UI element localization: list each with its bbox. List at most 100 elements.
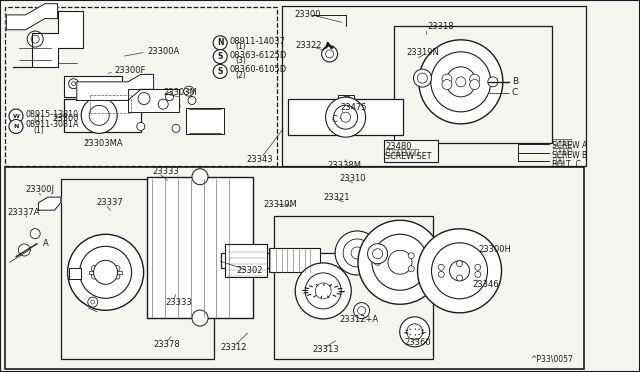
Text: (2): (2) [236, 71, 246, 80]
Text: 23303MA: 23303MA [83, 139, 123, 148]
Circle shape [407, 324, 423, 340]
Text: 23300H: 23300H [479, 246, 511, 254]
Circle shape [333, 105, 358, 129]
Circle shape [488, 77, 498, 87]
Text: 23318: 23318 [428, 22, 454, 31]
Circle shape [114, 266, 120, 272]
Circle shape [9, 109, 23, 123]
Text: 08360-6105D: 08360-6105D [229, 65, 286, 74]
Bar [64, 76, 122, 97]
Circle shape [93, 260, 118, 284]
Circle shape [83, 86, 90, 94]
Text: C: C [332, 115, 337, 124]
Text: スクリューセット: スクリューセット [385, 148, 419, 155]
Bar [384, 140, 438, 162]
Circle shape [374, 259, 381, 265]
Circle shape [28, 31, 44, 47]
Bar [282, 6, 586, 166]
Text: 23337A: 23337A [8, 208, 40, 217]
Circle shape [419, 40, 503, 124]
Text: 08915-13810: 08915-13810 [26, 110, 79, 119]
Circle shape [137, 100, 145, 108]
Text: 23312+A: 23312+A [339, 315, 378, 324]
Circle shape [326, 50, 333, 58]
Text: 23360: 23360 [404, 339, 431, 347]
Bar [89, 270, 99, 274]
Text: N: N [13, 124, 19, 129]
Text: W: W [13, 113, 19, 119]
Text: スクリュー: スクリュー [552, 138, 572, 145]
Circle shape [188, 96, 196, 105]
Circle shape [408, 266, 414, 272]
Text: N: N [217, 38, 223, 47]
Circle shape [9, 119, 23, 134]
Bar [186, 108, 224, 134]
Circle shape [92, 273, 97, 279]
Text: 23319N: 23319N [406, 48, 439, 57]
Text: 23322: 23322 [296, 41, 322, 50]
Circle shape [340, 112, 351, 122]
Circle shape [326, 97, 365, 137]
Bar [288, 99, 403, 135]
Bar [100, 275, 111, 278]
Circle shape [351, 247, 363, 259]
Circle shape [358, 307, 365, 315]
Bar [338, 95, 354, 108]
Circle shape [81, 97, 117, 133]
Circle shape [417, 229, 502, 313]
Circle shape [315, 283, 332, 299]
Circle shape [388, 250, 412, 274]
Text: (1): (1) [33, 115, 44, 124]
Text: 23300: 23300 [294, 10, 321, 19]
Circle shape [305, 273, 341, 309]
Circle shape [91, 300, 95, 304]
Text: 23310: 23310 [339, 174, 365, 183]
Circle shape [89, 105, 109, 125]
Circle shape [30, 229, 40, 238]
Circle shape [295, 263, 351, 319]
Text: 23300J: 23300J [26, 185, 54, 194]
Bar [221, 253, 464, 268]
Circle shape [431, 52, 491, 112]
Circle shape [321, 46, 338, 62]
Circle shape [68, 79, 79, 89]
Bar [147, 177, 253, 318]
Circle shape [213, 49, 227, 64]
Text: 23300F: 23300F [114, 66, 145, 75]
Circle shape [19, 244, 30, 256]
Bar [342, 110, 354, 120]
Circle shape [188, 119, 196, 127]
Text: BOLT  C: BOLT C [552, 160, 581, 169]
Circle shape [187, 89, 191, 93]
Circle shape [372, 234, 428, 290]
Text: 23378: 23378 [154, 340, 180, 349]
Text: 08363-6125D: 08363-6125D [229, 51, 287, 60]
Circle shape [442, 80, 452, 90]
Circle shape [475, 264, 481, 270]
Text: 08911-3081A: 08911-3081A [26, 121, 79, 129]
Text: SCREW B: SCREW B [552, 151, 588, 160]
Text: 23302: 23302 [237, 266, 263, 275]
Text: 23319M: 23319M [264, 200, 298, 209]
Bar [100, 267, 111, 270]
Circle shape [413, 69, 431, 87]
Circle shape [372, 249, 383, 259]
Bar [225, 244, 267, 277]
Circle shape [192, 169, 208, 185]
Text: スクリュー: スクリュー [552, 147, 572, 154]
Text: ボルト: ボルト [552, 157, 564, 163]
Circle shape [353, 302, 369, 319]
Circle shape [408, 253, 414, 259]
Circle shape [114, 273, 120, 279]
Bar [61, 179, 214, 359]
Bar [269, 248, 320, 272]
Circle shape [213, 64, 227, 78]
Text: 23300A: 23300A [147, 47, 179, 56]
Circle shape [456, 77, 466, 87]
Text: 08911-14037: 08911-14037 [229, 37, 285, 46]
Text: (1): (1) [33, 126, 44, 135]
Circle shape [446, 67, 476, 97]
Text: 23303M: 23303M [164, 88, 198, 97]
Circle shape [166, 93, 173, 101]
Text: 23333: 23333 [152, 167, 179, 176]
